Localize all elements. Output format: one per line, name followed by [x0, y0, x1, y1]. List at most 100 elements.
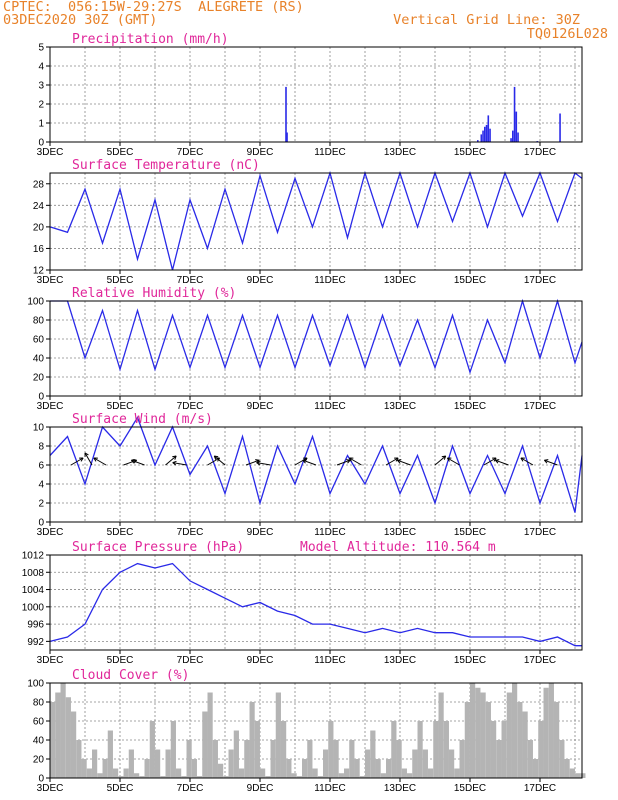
- cloud-bar: [443, 721, 449, 778]
- wind-arrow: [245, 459, 260, 466]
- cloud-bar: [307, 740, 313, 778]
- y-tick-label: 1008: [22, 568, 45, 579]
- panel-title: Relative Humidity (%): [72, 286, 236, 301]
- panel-title: Precipitation (mm/h): [72, 32, 229, 47]
- cloud-bar: [543, 687, 549, 778]
- cloud-bar: [548, 683, 554, 778]
- cloud-bar: [76, 740, 82, 778]
- cloud-bar: [375, 759, 381, 778]
- cloud-bar: [186, 740, 192, 778]
- x-tick-label: 7DEC: [177, 147, 204, 158]
- cloud-bar: [417, 721, 423, 778]
- y-tick-label: 2: [38, 499, 44, 510]
- y-tick-label: 4: [38, 480, 44, 491]
- panel-title: Surface Temperature (nC): [72, 158, 260, 173]
- cloud-bar: [207, 692, 213, 778]
- y-tick-label: 16: [33, 244, 45, 255]
- cloud-bar: [302, 759, 308, 778]
- cloud-bar: [506, 692, 512, 778]
- cloud-bar: [359, 776, 365, 778]
- wind-arrow-head: [256, 460, 261, 466]
- cloud-bar: [149, 721, 155, 778]
- precip-bar: [477, 140, 479, 142]
- x-tick-label: 7DEC: [177, 655, 204, 666]
- x-tick-label: 3DEC: [37, 147, 64, 158]
- wind-arrow-head: [84, 452, 89, 457]
- cloud-bar: [538, 721, 544, 778]
- precip-bar: [512, 130, 514, 142]
- panel-frame: [49, 682, 583, 779]
- x-tick-label: 5DEC: [107, 401, 134, 412]
- y-tick-label: 10: [33, 423, 45, 434]
- wind-arrow: [294, 457, 308, 466]
- cloud-bar: [123, 768, 129, 778]
- precip-bar: [285, 86, 287, 142]
- cloud-bar: [134, 773, 140, 778]
- cloud-bar: [239, 768, 245, 778]
- wind-arrow-head: [79, 457, 84, 462]
- x-tick-label: 15DEC: [454, 147, 486, 158]
- y-tick-label: 1: [38, 119, 44, 130]
- wind-arrow-head: [446, 457, 452, 462]
- cloud-bar: [554, 702, 560, 778]
- cloud-bar: [92, 749, 98, 778]
- y-tick-label: 0: [38, 138, 44, 149]
- cloud-bar: [501, 721, 507, 778]
- panel-frame: [49, 426, 583, 523]
- x-tick-label: 9DEC: [247, 527, 274, 538]
- y-tick-label: 20: [33, 373, 45, 384]
- precip-bar: [559, 113, 561, 142]
- x-tick-label: 15DEC: [454, 783, 486, 794]
- cloud-bar: [249, 702, 255, 778]
- wind-arrow-head: [520, 457, 525, 462]
- wind-arrow-head: [394, 457, 399, 462]
- wind-arrow-head: [494, 459, 500, 464]
- series-line: [49, 416, 583, 513]
- precip-bar: [515, 111, 518, 142]
- cloud-bar: [160, 776, 166, 778]
- cloud-bar: [197, 776, 203, 778]
- x-tick-label: 13DEC: [384, 401, 416, 412]
- cloud-bar: [580, 773, 586, 778]
- x-tick-label: 11DEC: [314, 655, 346, 666]
- wind-arrow-head: [172, 460, 177, 466]
- wind-arrow-head: [441, 455, 447, 460]
- cloud-bar: [365, 749, 371, 778]
- series-line: [49, 170, 583, 271]
- cloud-bar: [386, 759, 392, 778]
- cloud-bar: [370, 730, 376, 778]
- cloud-bar: [65, 697, 71, 778]
- y-tick-label: 80: [33, 698, 45, 709]
- panel-annotation: Model Altitude: 110.564 m: [300, 540, 496, 555]
- cloud-bar: [522, 711, 528, 778]
- cloud-bar: [260, 768, 266, 778]
- x-tick-label: 17DEC: [524, 527, 556, 538]
- cloud-bar: [265, 776, 271, 778]
- y-tick-label: 992: [27, 637, 44, 648]
- wind-arrow: [397, 459, 411, 466]
- y-tick-label: 40: [33, 354, 45, 365]
- series-line: [50, 298, 583, 375]
- cloud-bar: [527, 740, 533, 778]
- y-tick-label: 20: [33, 755, 45, 766]
- cloud-bar: [459, 740, 465, 778]
- y-tick-label: 0: [38, 774, 44, 785]
- cloud-bar: [470, 683, 476, 778]
- cloud-bar: [281, 721, 287, 778]
- x-tick-label: 11DEC: [314, 527, 346, 538]
- x-tick-label: 3DEC: [37, 527, 64, 538]
- cloud-bar: [475, 687, 481, 778]
- wind-arrow: [434, 455, 447, 466]
- x-tick-label: 13DEC: [384, 147, 416, 158]
- y-tick-label: 1012: [22, 551, 45, 562]
- y-tick-label: 1004: [22, 585, 45, 596]
- wind-arrow: [172, 462, 187, 466]
- wind-arrow: [131, 459, 145, 466]
- wind-arrow: [213, 455, 226, 466]
- y-tick-label: 996: [27, 620, 44, 631]
- x-tick-label: 11DEC: [314, 783, 346, 794]
- wind-arrow-head: [172, 455, 177, 460]
- cloud-bar: [155, 749, 161, 778]
- cloud-bar: [296, 776, 302, 778]
